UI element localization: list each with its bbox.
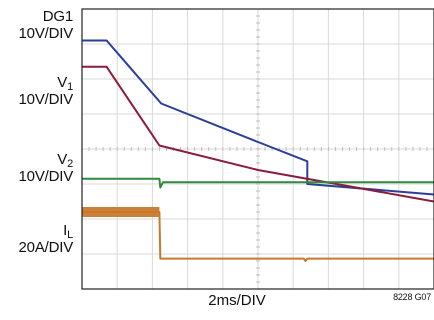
trace-v1 [82,65,434,203]
v1-channel-label: V1 10V/DIV [18,74,74,108]
trace-il [82,211,434,262]
il-scale: 20A/DIV [18,239,74,256]
dg1-name: DG1 [42,8,73,25]
il-subscript: L [67,229,73,241]
v1-scale: 10V/DIV [18,91,74,108]
v2-scale: 10V/DIV [18,168,74,185]
dg1-channel-label: DG1 10V/DIV [18,8,74,42]
dg1-scale: 10V/DIV [18,25,74,42]
figure-id: 8228 G07 [393,292,431,302]
plot-frame [81,8,434,290]
trace-v2 [82,177,434,189]
traces [82,39,434,262]
trace-il-ripple-band [82,207,160,217]
il-channel-label: IL 20A/DIV [18,222,74,256]
x-axis-label: 2ms/DIV [208,292,266,309]
v2-name: V [57,151,68,168]
v1-subscript: 1 [67,81,73,93]
graticule [81,8,434,290]
trace-dg1 [82,39,434,196]
il-name: I [63,222,68,239]
v2-subscript: 2 [67,158,73,170]
v2-channel-label: V2 10V/DIV [18,151,74,185]
il-name-row: IL [19,222,73,241]
v2-name-row: V2 [19,151,73,170]
v1-name: V [57,74,68,91]
v1-name-row: V1 [19,74,73,93]
